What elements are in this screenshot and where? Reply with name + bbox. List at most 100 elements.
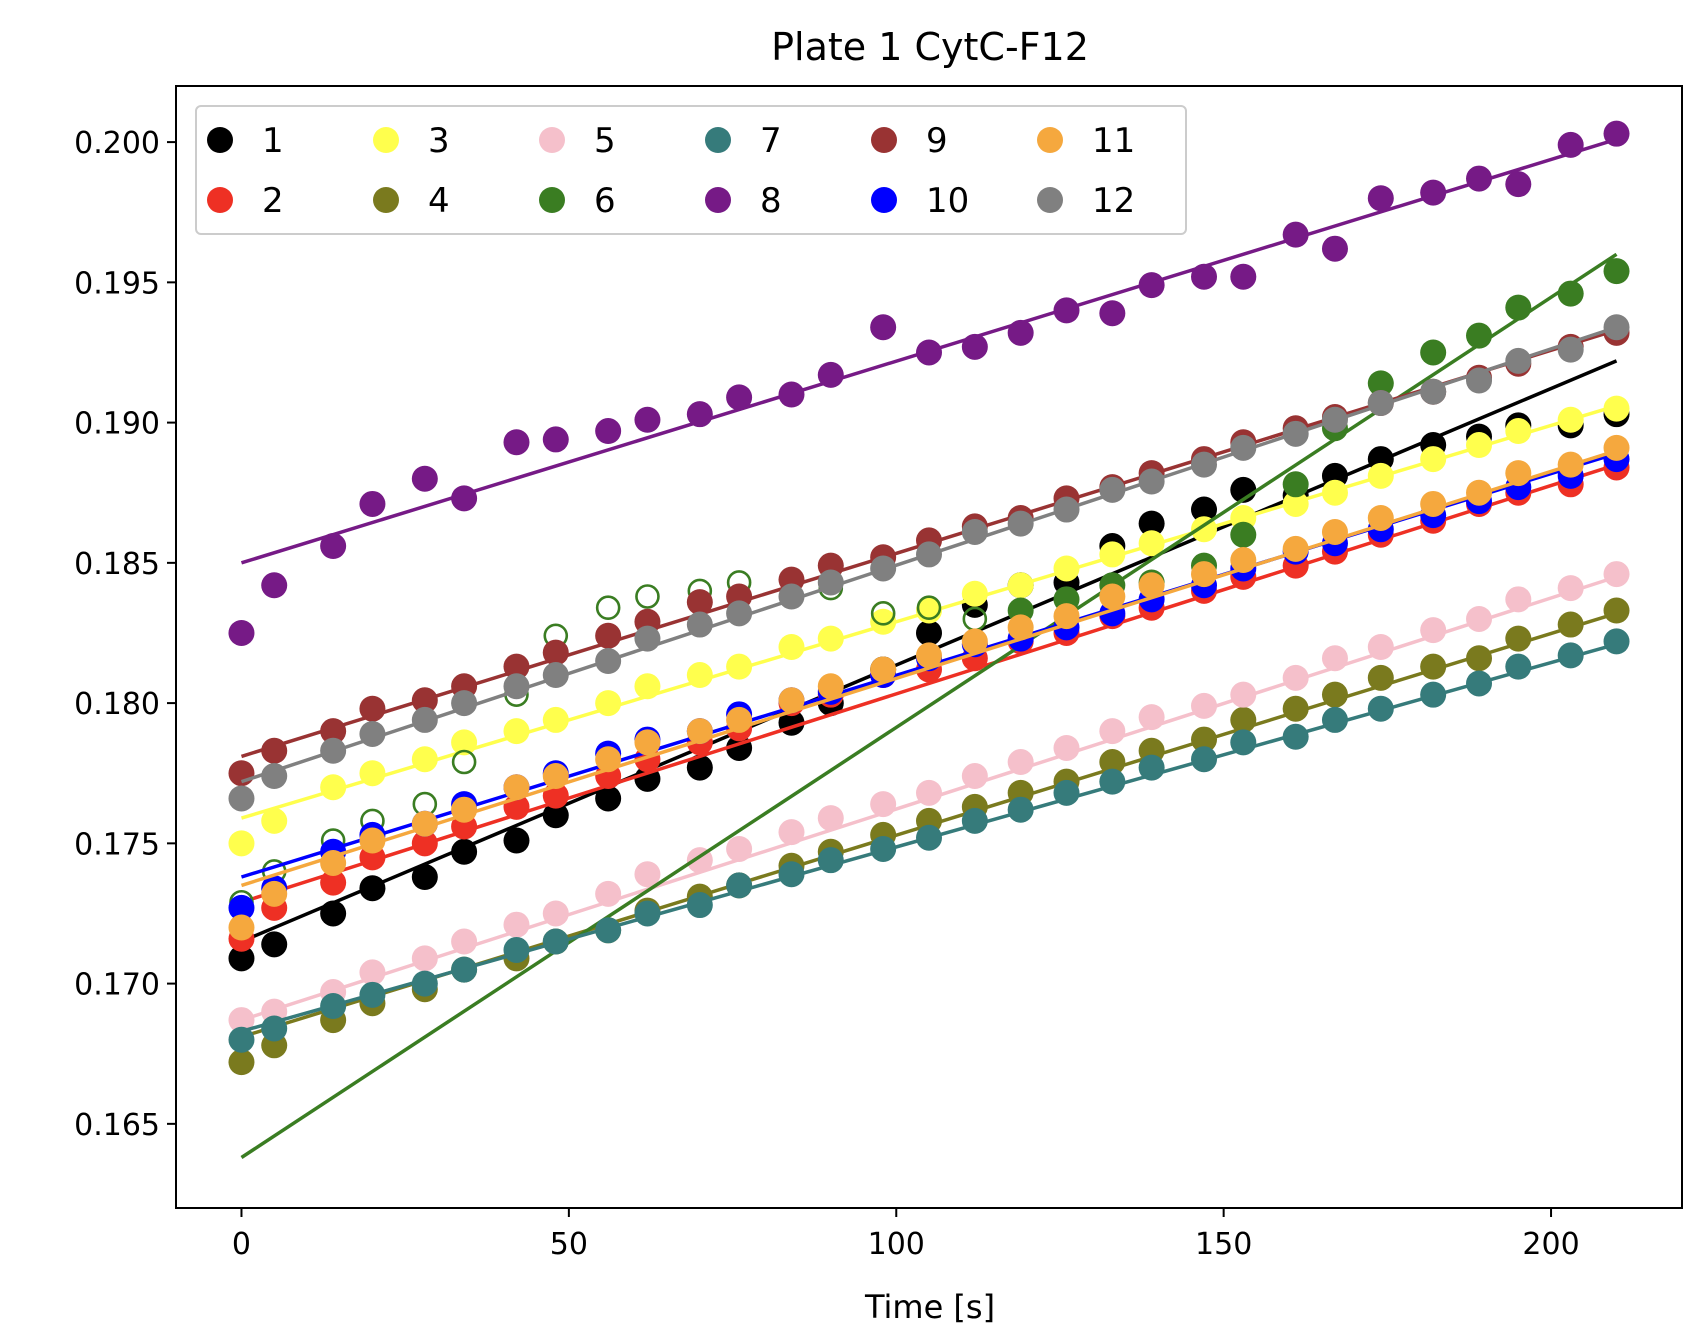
data-point-6-23: [1282, 471, 1309, 498]
data-point-3-10: [686, 662, 713, 689]
data-point-7-4: [411, 970, 438, 997]
data-point-5-22: [1230, 681, 1257, 708]
data-point-12-18: [1053, 496, 1080, 523]
data-point-8-12: [778, 381, 805, 408]
data-point-12-28: [1505, 347, 1532, 374]
data-point-7-7: [542, 928, 569, 955]
data-point-11-30: [1603, 434, 1630, 461]
data-point-4-29: [1557, 611, 1584, 638]
data-point-3-26: [1420, 446, 1447, 473]
data-point-8-1: [261, 572, 288, 599]
plot-area: [228, 120, 1630, 1159]
data-point-12-19: [1099, 476, 1126, 503]
data-point-6-29: [1557, 280, 1584, 307]
data-point-12-6: [503, 673, 530, 700]
data-point-3-30: [1603, 395, 1630, 422]
data-point-3-17: [1007, 572, 1034, 599]
data-point-11-2: [320, 849, 347, 876]
data-point-3-18: [1053, 555, 1080, 582]
data-point-8-25: [1367, 185, 1394, 212]
data-point-12-12: [778, 583, 805, 610]
data-point-3-3: [359, 760, 386, 787]
data-point-2-4: [411, 830, 438, 857]
data-point-7-10: [686, 892, 713, 919]
data-point-12-13: [817, 569, 844, 596]
axes: 0 50 100 150 200 0.165 0.170 0.175 0.180 0.185 0.1…: [74, 85, 1683, 1262]
data-point-5-18: [1053, 734, 1080, 761]
data-point-11-13: [817, 673, 844, 700]
data-point-3-6: [503, 718, 530, 745]
data-point-8-18: [1053, 297, 1080, 324]
legend-marker-4: [373, 187, 399, 213]
series-7: [228, 628, 1630, 1053]
data-point-5-3: [359, 959, 386, 986]
y-tick-label-5: 0.190: [74, 407, 160, 442]
data-point-11-8: [595, 746, 622, 773]
data-point-3-11: [726, 653, 753, 680]
data-point-8-17: [1007, 319, 1034, 346]
legend-marker-1: [207, 127, 233, 153]
data-point-12-20: [1138, 468, 1165, 495]
legend-label-2: 2: [262, 181, 284, 221]
data-point-5-20: [1138, 704, 1165, 731]
series-3: [228, 395, 1630, 857]
legend-label-1: 1: [262, 121, 284, 161]
series-5: [228, 561, 1630, 1034]
data-point-5-24: [1321, 645, 1348, 672]
data-point-5-26: [1420, 617, 1447, 644]
data-point-9-0: [228, 760, 255, 787]
data-point-11-15: [916, 642, 942, 669]
data-point-8-9: [634, 406, 661, 433]
data-point-7-28: [1505, 653, 1532, 680]
data-point-3-19: [1099, 541, 1126, 568]
data-point-7-2: [320, 993, 347, 1020]
data-point-8-13: [817, 361, 844, 388]
data-point-7-1: [261, 1015, 288, 1042]
data-point-3-27: [1466, 432, 1493, 459]
data-point-1-5: [451, 838, 478, 865]
data-point-7-29: [1557, 642, 1584, 669]
data-point-11-20: [1138, 572, 1165, 599]
data-point-11-27: [1466, 479, 1493, 506]
data-point-8-2: [320, 533, 347, 560]
data-point-12-23: [1282, 420, 1309, 447]
data-point-3-0: [228, 830, 255, 857]
data-point-11-5: [451, 796, 478, 823]
data-point-12-29: [1557, 336, 1584, 363]
data-point-7-22: [1230, 729, 1257, 756]
legend-marker-10: [871, 187, 897, 213]
data-point-1-7: [542, 802, 569, 829]
chart-title: Plate 1 CytC-F12: [771, 25, 1089, 69]
data-point-11-24: [1321, 518, 1348, 545]
legend-frame: [195, 105, 1187, 235]
data-point-7-18: [1053, 779, 1080, 806]
data-point-3-5: [451, 729, 478, 756]
data-point-8-7: [542, 426, 569, 453]
legend-label-7: 7: [760, 121, 782, 161]
data-point-1-8: [595, 785, 622, 812]
legend-marker-3: [373, 127, 399, 153]
data-point-6-9: [635, 584, 660, 609]
y-tick-label-7: 0.200: [74, 126, 160, 161]
series-12: [228, 314, 1630, 812]
data-point-4-22: [1230, 706, 1257, 733]
legend-marker-8: [705, 187, 731, 213]
data-point-4-0: [228, 1049, 255, 1076]
data-point-12-24: [1321, 406, 1348, 433]
data-point-11-9: [634, 729, 661, 756]
data-point-5-11: [726, 835, 753, 862]
legend-marker-5: [539, 127, 565, 153]
data-point-5-4: [411, 945, 438, 972]
data-point-4-27: [1466, 645, 1493, 672]
data-point-3-1: [261, 807, 288, 834]
data-point-11-23: [1282, 535, 1309, 562]
data-point-5-17: [1007, 749, 1034, 776]
data-point-7-30: [1603, 628, 1630, 655]
data-point-4-23: [1282, 695, 1309, 722]
data-point-12-0: [228, 785, 255, 812]
data-point-6-14: [870, 601, 896, 626]
plot-marks: [228, 120, 1630, 1159]
data-point-6-8: [595, 595, 621, 621]
